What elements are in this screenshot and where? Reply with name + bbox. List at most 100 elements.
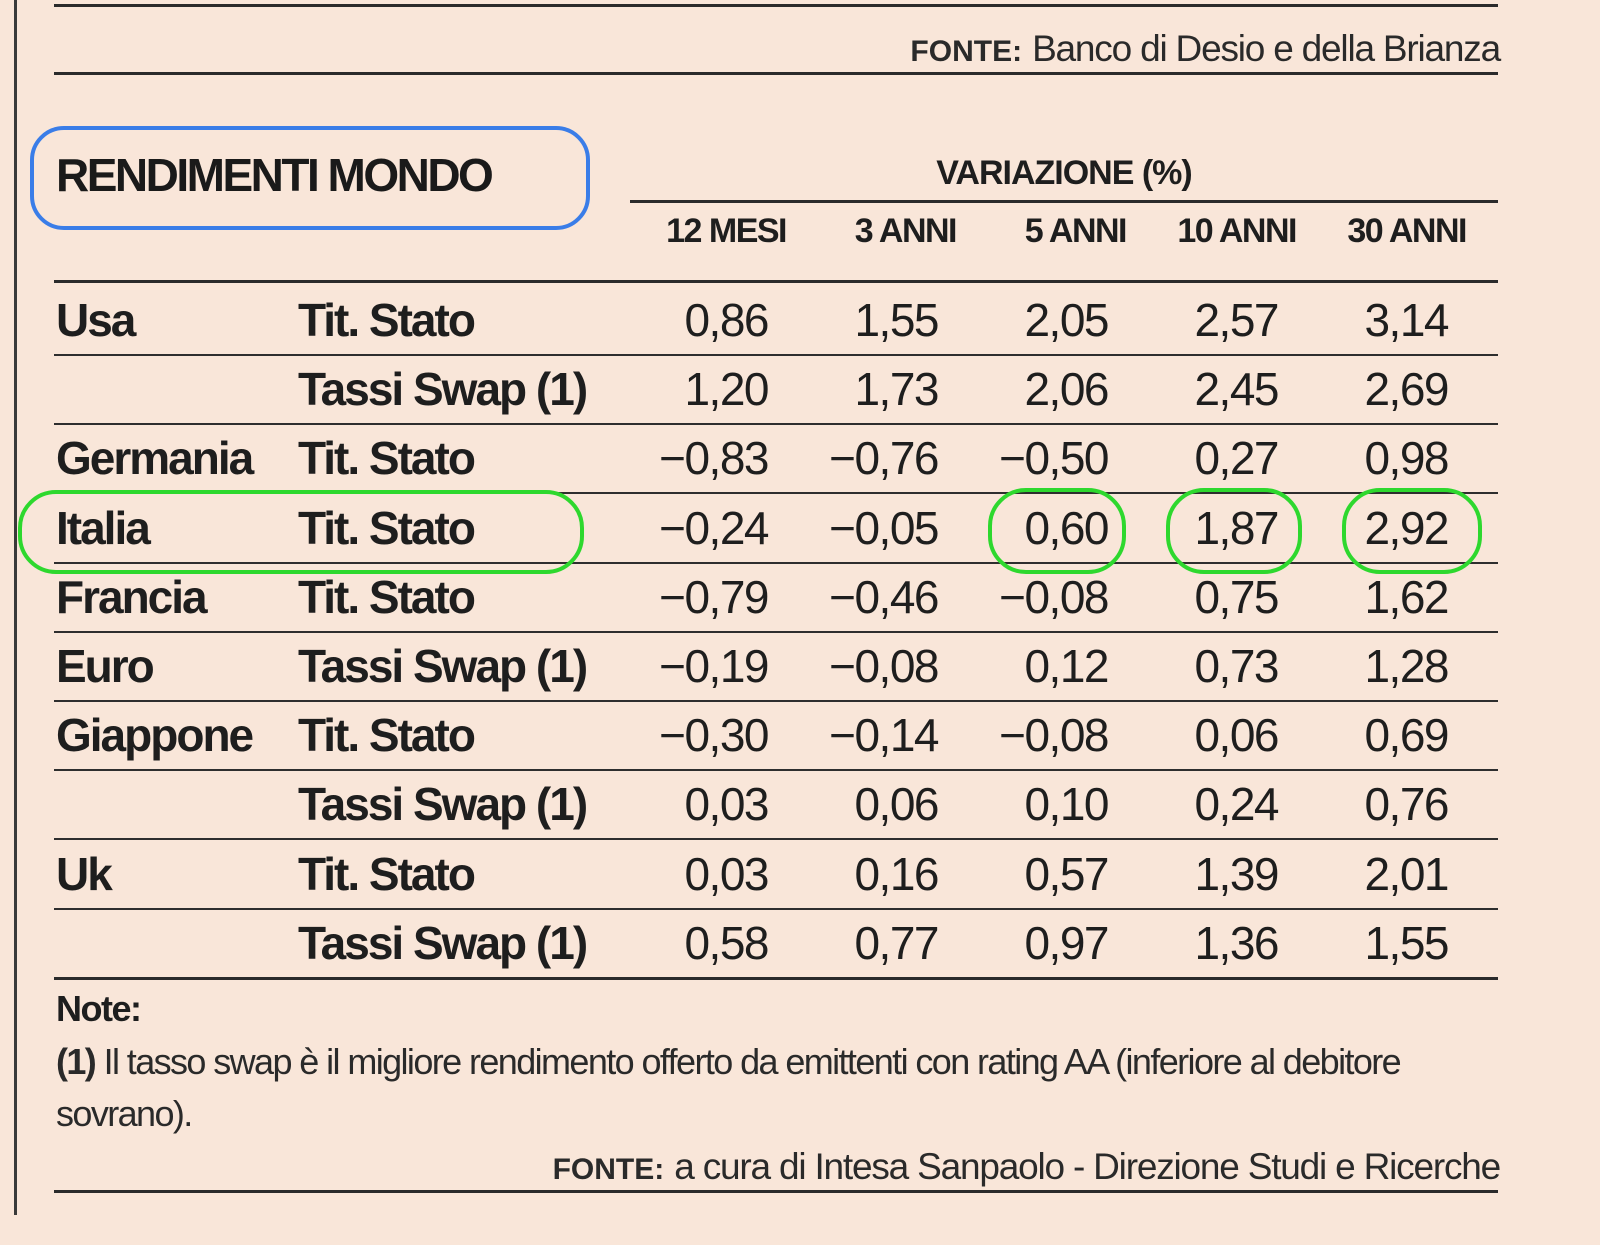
- table-row: Euro Tassi Swap (1) −0,19 −0,08 0,12 0,73 1,28: [54, 631, 1498, 702]
- variation-header-rule: [630, 200, 1498, 203]
- notes-reference: (1): [56, 1041, 97, 1082]
- row-separator: [54, 492, 1498, 495]
- bottom-source-label: FONTE:: [552, 1153, 665, 1186]
- row-separator: [54, 561, 1498, 564]
- value-cell: −0,46: [829, 570, 939, 623]
- value-cell: −0,79: [659, 570, 769, 623]
- value-cell: 1,62: [1364, 570, 1449, 623]
- value-cell: −0,24: [659, 501, 769, 554]
- country-cell: Germania: [56, 432, 254, 485]
- table-row: Tassi Swap (1) 0,03 0,06 0,10 0,24 0,76: [54, 769, 1498, 841]
- value-cell: −0,83: [659, 432, 769, 485]
- value-cell: 1,55: [854, 294, 939, 346]
- value-cell: 0,76: [1364, 778, 1449, 831]
- value-cell: 0,77: [854, 916, 939, 969]
- instrument-cell: Tit. Stato: [298, 294, 476, 346]
- value-cell: 0,86: [684, 294, 769, 346]
- bottom-rule: [54, 1190, 1498, 1193]
- bottom-source: FONTE: a cura di Intesa Sanpaolo - Direzi…: [552, 1146, 1502, 1188]
- column-header-12-mesi: 12 MESI: [666, 212, 787, 250]
- value-cell: −0,05: [829, 501, 939, 554]
- row-separator: [54, 838, 1498, 841]
- italia-5-anni-highlight: [988, 488, 1126, 574]
- table-header-rule: [54, 280, 1498, 283]
- value-cell: 0,27: [1194, 432, 1279, 485]
- value-cell: 0,69: [1364, 709, 1449, 762]
- value-cell: 1,55: [1364, 916, 1449, 969]
- value-cell: 0,03: [684, 847, 769, 900]
- value-cell: 1,39: [1194, 847, 1279, 900]
- table-title: RENDIMENTI MONDO: [56, 149, 494, 201]
- row-separator: [54, 630, 1498, 633]
- value-cell: −0,08: [999, 709, 1109, 762]
- country-cell: Euro: [56, 640, 155, 692]
- value-cell: 0,75: [1194, 570, 1279, 623]
- table-row: Tassi Swap (1) 1,20 1,73 2,06 2,45 2,69: [54, 354, 1498, 426]
- value-cell: 0,06: [854, 778, 939, 831]
- bottom-source-text: a cura di Intesa Sanpaolo - Direzione St…: [674, 1146, 1501, 1187]
- value-cell: 0,97: [1024, 916, 1109, 969]
- value-cell: 2,45: [1194, 363, 1279, 416]
- value-cell: −0,30: [659, 709, 769, 762]
- row-separator: [54, 423, 1498, 426]
- top-source-label: FONTE:: [910, 35, 1023, 68]
- value-cell: 0,57: [1024, 847, 1109, 900]
- value-cell: 2,01: [1364, 847, 1449, 900]
- italia-30-anni-highlight: [1342, 488, 1482, 574]
- instrument-cell: Tit. Stato: [298, 570, 476, 623]
- value-cell: −0,08: [999, 570, 1109, 623]
- value-cell: 2,05: [1024, 294, 1109, 346]
- country-cell: Giappone: [56, 709, 254, 762]
- table-row: Uk Tit. Stato 0,03 0,16 0,57 1,39 2,01: [54, 839, 1498, 910]
- column-header-10-anni: 10 ANNI: [1177, 212, 1297, 250]
- value-cell: 0,03: [684, 778, 769, 831]
- value-cell: −0,76: [829, 432, 939, 485]
- value-cell: 1,28: [1364, 640, 1449, 692]
- instrument-cell: Tit. Stato: [298, 432, 476, 485]
- row-separator: [54, 354, 1498, 356]
- value-cell: 3,14: [1364, 294, 1449, 346]
- notes-title: Note:: [56, 988, 142, 1029]
- column-header-5-anni: 5 ANNI: [1024, 212, 1128, 250]
- value-cell: 0,16: [854, 847, 939, 900]
- instrument-cell: Tassi Swap (1): [298, 778, 588, 831]
- value-cell: 0,12: [1024, 640, 1109, 692]
- italia-row-highlight: [18, 490, 584, 574]
- value-cell: 0,24: [1194, 778, 1279, 831]
- table-bottom-rule: [54, 977, 1498, 980]
- value-cell: 1,73: [854, 363, 939, 416]
- row-separator: [54, 907, 1498, 910]
- value-cell: 2,06: [1024, 363, 1109, 416]
- table-row: Tassi Swap (1) 0,58 0,77 0,97 1,36 1,55: [54, 908, 1498, 979]
- value-cell: 0,10: [1024, 778, 1109, 831]
- notes-text: (1) Il tasso swap è il migliore rendimen…: [56, 1036, 1500, 1140]
- country-cell: Francia: [56, 570, 208, 623]
- value-cell: 1,36: [1194, 916, 1279, 969]
- instrument-cell: Tit. Stato: [298, 847, 476, 900]
- column-header-3-anni: 3 ANNI: [854, 212, 958, 250]
- value-cell: 2,69: [1364, 363, 1449, 416]
- row-separator: [54, 700, 1498, 702]
- table-row: Italia Tit. Stato −0,24 −0,05 0,60 1,87 2,92: [54, 493, 1498, 564]
- value-cell: 1,20: [684, 363, 769, 416]
- value-cell: 0,98: [1364, 432, 1449, 485]
- country-cell: Italia: [56, 501, 151, 554]
- value-cell: 2,57: [1194, 294, 1279, 346]
- notes-body: Il tasso swap è il migliore rendimento o…: [56, 1041, 1402, 1134]
- value-cell: −0,14: [829, 709, 939, 762]
- title-highlight-box: [30, 126, 590, 230]
- variation-header: VARIAZIONE (%): [936, 154, 1192, 192]
- source-rule: [54, 72, 1498, 75]
- italia-10-anni-highlight: [1166, 488, 1302, 574]
- column-header-30-anni: 30 ANNI: [1347, 212, 1467, 250]
- value-cell: −0,50: [999, 432, 1109, 485]
- top-source: FONTE: Banco di Desio e della Brianza: [910, 28, 1501, 70]
- left-column-rule: [14, 0, 17, 1215]
- value-cell: −0,08: [829, 640, 939, 692]
- table-row: Usa Tit. Stato 0,86 1,55 2,05 2,57 3,14: [54, 285, 1498, 356]
- instrument-cell: Tassi Swap (1): [298, 363, 588, 416]
- table-row: Germania Tit. Stato −0,83 −0,76 −0,50 0,27 0,9…: [54, 423, 1498, 495]
- value-cell: 0,06: [1194, 709, 1279, 762]
- row-separator: [54, 769, 1498, 772]
- value-cell: 0,58: [684, 916, 769, 969]
